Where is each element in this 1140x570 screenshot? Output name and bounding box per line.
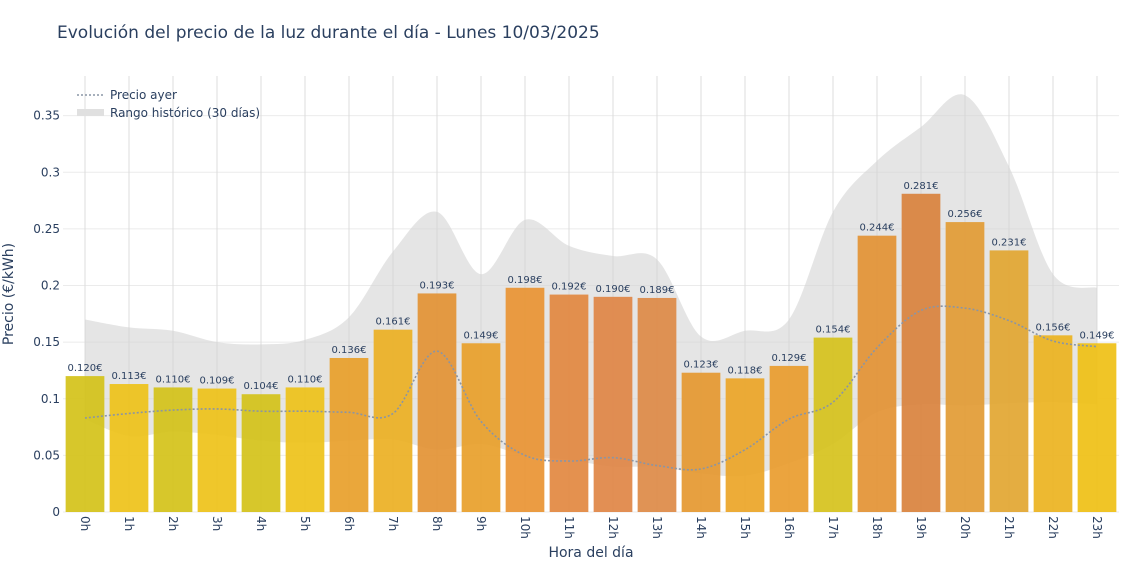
bar-value-label: 0.149€ — [464, 330, 499, 341]
x-tick-label: 7h — [386, 516, 400, 531]
bar-value-label: 0.104€ — [244, 381, 279, 392]
y-tick-label: 0.15 — [33, 335, 60, 349]
x-tick-label: 3h — [210, 516, 224, 531]
price-bar — [417, 293, 457, 512]
yesterday-line-layer — [84, 305, 1098, 471]
price-bar — [901, 193, 941, 513]
bar-value-label: 0.192€ — [552, 282, 587, 293]
price-bar — [1033, 335, 1073, 512]
y-axis-ticks: 0 0.05 0.1 0.15 0.2 0.25 0.3 0.35 — [33, 109, 60, 519]
price-bar — [241, 394, 281, 512]
y-tick-label: 0.1 — [41, 392, 60, 406]
yesterday-price-line — [84, 305, 1098, 471]
bar-value-label: 0.244€ — [860, 223, 895, 234]
price-bar — [989, 250, 1029, 512]
bar-value-label: 0.123€ — [684, 360, 719, 371]
x-axis-title: Hora del día — [548, 545, 633, 561]
x-tick-label: 20h — [958, 516, 972, 539]
x-tick-label: 13h — [650, 516, 664, 539]
x-tick-label: 10h — [518, 516, 532, 539]
price-bar — [197, 388, 237, 512]
x-tick-label: 0h — [78, 516, 92, 531]
legend-swatch-range — [77, 109, 104, 116]
x-tick-label: 17h — [826, 516, 840, 539]
bar-value-label: 0.154€ — [816, 325, 851, 336]
x-tick-label: 22h — [1046, 516, 1060, 539]
price-bar — [681, 372, 721, 512]
chart-title: Evolución del precio de la luz durante e… — [57, 23, 600, 43]
y-tick-label: 0 — [52, 505, 60, 519]
x-axis-ticks: 0h 1h 2h 3h 4h 5h 6h 7h 8h 9h 10h 11h 12h 13h 14h 15h 16… — [78, 516, 1104, 539]
price-bar — [1077, 343, 1117, 512]
x-tick-label: 6h — [342, 516, 356, 531]
bar-value-label: 0.281€ — [904, 181, 939, 192]
price-bar — [329, 357, 369, 512]
bar-value-label: 0.190€ — [596, 284, 631, 295]
price-bar — [769, 365, 809, 512]
bars-layer — [65, 193, 1117, 513]
y-tick-label: 0.3 — [41, 165, 60, 179]
bar-value-label: 0.156€ — [1036, 322, 1071, 333]
x-tick-label: 2h — [166, 516, 180, 531]
price-bar — [857, 235, 897, 512]
x-tick-label: 8h — [430, 516, 444, 531]
bar-value-label: 0.120€ — [68, 363, 103, 374]
y-tick-label: 0.05 — [33, 448, 60, 462]
price-bar — [153, 387, 193, 512]
x-tick-label: 14h — [694, 516, 708, 539]
price-bar — [637, 297, 677, 512]
x-tick-label: 11h — [562, 516, 576, 539]
price-bar — [945, 222, 985, 512]
x-tick-label: 4h — [254, 516, 268, 531]
price-bar — [65, 376, 105, 512]
price-bar — [373, 329, 413, 512]
x-tick-label: 21h — [1002, 516, 1016, 539]
bar-value-label: 0.189€ — [640, 285, 675, 296]
x-tick-label: 16h — [782, 516, 796, 539]
bar-value-label: 0.161€ — [376, 317, 411, 328]
x-tick-label: 1h — [122, 516, 136, 531]
x-tick-label: 9h — [474, 516, 488, 531]
bar-value-label: 0.109€ — [200, 376, 235, 387]
price-bar — [461, 343, 501, 512]
y-tick-label: 0.2 — [41, 279, 60, 293]
legend-label-range: Rango histórico (30 días) — [110, 106, 260, 120]
bar-value-label: 0.110€ — [288, 374, 323, 385]
bar-value-labels: 0.120€ 0.113€ 0.110€ 0.109€ 0.104€ 0.110€ 0.13… — [68, 181, 1115, 392]
bar-value-label: 0.231€ — [992, 237, 1027, 248]
legend: Precio ayer Rango histórico (30 días) — [77, 88, 260, 120]
y-tick-label: 0.35 — [33, 109, 60, 123]
price-bar — [725, 378, 765, 512]
x-tick-label: 15h — [738, 516, 752, 539]
x-tick-label: 12h — [606, 516, 620, 539]
bar-value-label: 0.193€ — [420, 280, 455, 291]
x-tick-label: 23h — [1090, 516, 1104, 539]
bar-value-label: 0.136€ — [332, 345, 367, 356]
bar-value-label: 0.256€ — [948, 209, 983, 220]
price-bar — [285, 387, 325, 512]
legend-label-yesterday: Precio ayer — [110, 88, 177, 102]
price-bar — [549, 294, 589, 512]
price-bar — [813, 337, 853, 512]
x-tick-label: 18h — [870, 516, 884, 539]
bar-value-label: 0.129€ — [772, 353, 807, 364]
y-tick-label: 0.25 — [33, 222, 60, 236]
bar-value-label: 0.110€ — [156, 374, 191, 385]
price-bar — [505, 287, 545, 512]
bar-value-label: 0.149€ — [1080, 330, 1115, 341]
price-bar — [593, 296, 633, 512]
bar-value-label: 0.198€ — [508, 275, 543, 286]
bar-value-label: 0.113€ — [112, 371, 147, 382]
price-bar — [109, 384, 149, 512]
x-tick-label: 19h — [914, 516, 928, 539]
y-axis-title: Precio (€/kWh) — [1, 243, 17, 345]
bar-value-label: 0.118€ — [728, 365, 763, 376]
x-tick-label: 5h — [298, 516, 312, 531]
